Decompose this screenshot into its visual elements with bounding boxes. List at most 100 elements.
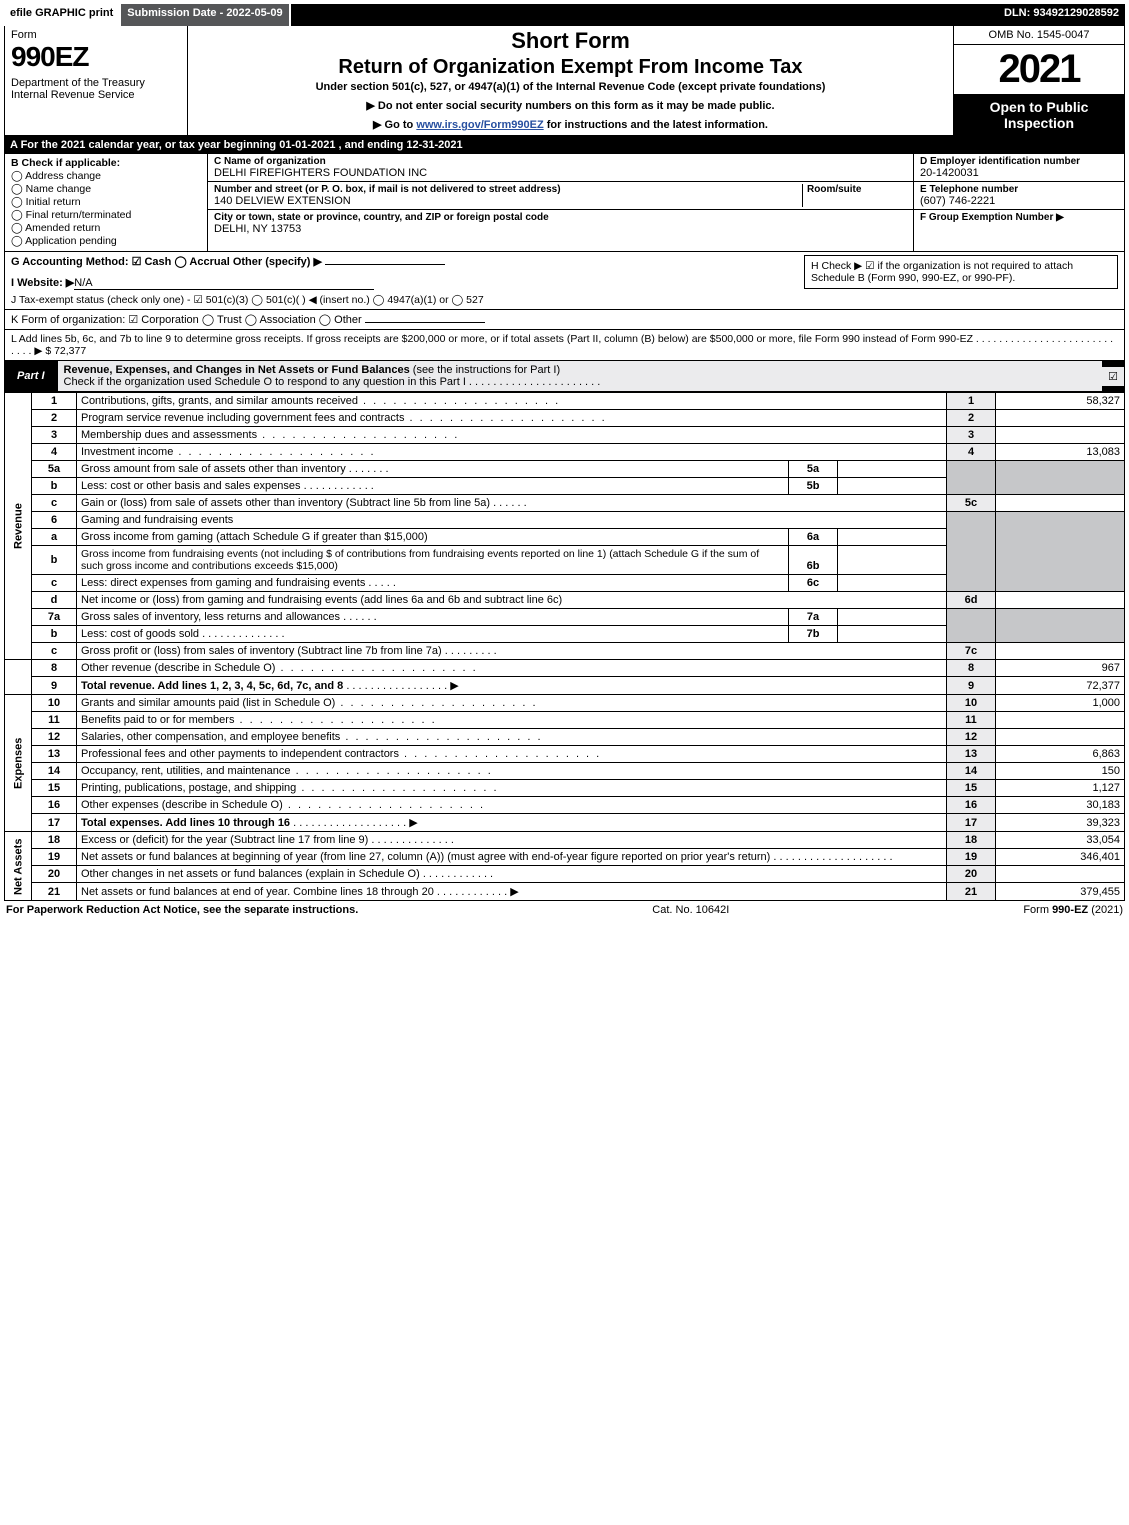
footer-right: Form 990-EZ (2021) [1023, 904, 1123, 916]
line-9-desc: Total revenue. Add lines 1, 2, 3, 4, 5c,… [77, 677, 947, 695]
row-num: 6 [32, 512, 77, 529]
f-group-lbl: F Group Exemption Number ▶ [920, 212, 1118, 223]
section-c: C Name of organization DELHI FIREFIGHTER… [208, 154, 913, 251]
shade-cell [947, 512, 996, 592]
chk-initial-return[interactable]: ◯ Initial return [11, 196, 201, 208]
open-inspection: Open to Public Inspection [954, 94, 1124, 135]
line-15-ref: 15 [947, 780, 996, 797]
revenue-sidebar-ext [5, 660, 32, 695]
org-city: DELHI, NY 13753 [214, 223, 907, 235]
row-num: 3 [32, 427, 77, 444]
row-num: b [32, 546, 77, 575]
line-6d-desc: Net income or (loss) from gaming and fun… [77, 592, 947, 609]
footer-form-pre: Form [1023, 904, 1052, 916]
part-1-title-sub: (see the instructions for Part I) [410, 364, 560, 376]
line-12-amt [996, 729, 1125, 746]
website-lbl: I Website: ▶ [11, 277, 74, 289]
line-7c-desc: Gross profit or (loss) from sales of inv… [77, 643, 947, 660]
line-19-desc: Net assets or fund balances at beginning… [77, 849, 947, 866]
line-2-desc: Program service revenue including govern… [77, 410, 947, 427]
org-address: 140 DELVIEW EXTENSION [214, 195, 802, 207]
line-11-amt [996, 712, 1125, 729]
line-18-desc: Excess or (deficit) for the year (Subtra… [77, 832, 947, 849]
line-20-amt [996, 866, 1125, 883]
other-specify-line[interactable] [325, 264, 445, 265]
chk-amended-return[interactable]: ◯ Amended return [11, 222, 201, 234]
chk-address-change[interactable]: ◯ Address change [11, 170, 201, 182]
header-mid-col: Short Form Return of Organization Exempt… [188, 26, 954, 135]
row-num: 10 [32, 695, 77, 712]
line-7b-desc: Less: cost of goods sold . . . . . . . .… [77, 626, 789, 643]
line-h: H Check ▶ ☑ if the organization is not r… [804, 255, 1118, 289]
shade-cell [996, 609, 1125, 643]
short-form-title: Short Form [196, 28, 945, 54]
ssn-warning: ▶ Do not enter social security numbers o… [196, 99, 945, 112]
line-k: K Form of organization: ☑ Corporation ◯ … [4, 310, 1125, 330]
goto-post: for instructions and the latest informat… [544, 119, 768, 131]
line-6a-desc: Gross income from gaming (attach Schedul… [77, 529, 789, 546]
line-6b-sub: 6b [789, 546, 838, 575]
efile-label[interactable]: efile GRAPHIC print [4, 4, 121, 26]
row-num: 8 [32, 660, 77, 677]
line-3-ref: 3 [947, 427, 996, 444]
line-7a-sub: 7a [789, 609, 838, 626]
line-21-desc: Net assets or fund balances at end of ye… [77, 883, 947, 901]
line-16-desc: Other expenses (describe in Schedule O) [77, 797, 947, 814]
line-6d-ref: 6d [947, 592, 996, 609]
line-8-amt: 967 [996, 660, 1125, 677]
chk-name-change[interactable]: ◯ Name change [11, 183, 201, 195]
shade-cell [996, 512, 1125, 592]
row-num: b [32, 478, 77, 495]
header-right-col: OMB No. 1545-0047 2021 Open to Public In… [954, 26, 1124, 135]
line-5c-desc: Gain or (loss) from sale of assets other… [77, 495, 947, 512]
line-l: L Add lines 5b, 6c, and 7b to line 9 to … [4, 330, 1125, 361]
line-18-ref: 18 [947, 832, 996, 849]
row-num: c [32, 495, 77, 512]
tax-year: 2021 [954, 45, 1124, 94]
line-9-amt: 72,377 [996, 677, 1125, 695]
c-name-row: C Name of organization DELHI FIREFIGHTER… [208, 154, 913, 182]
line-21-amt: 379,455 [996, 883, 1125, 901]
line-14-amt: 150 [996, 763, 1125, 780]
top-bar: efile GRAPHIC print Submission Date - 20… [4, 4, 1125, 26]
chk-application-pending[interactable]: ◯ Application pending [11, 235, 201, 247]
line-2-ref: 2 [947, 410, 996, 427]
row-num: 4 [32, 444, 77, 461]
part-1-subline: Check if the organization used Schedule … [64, 376, 601, 388]
line-18-amt: 33,054 [996, 832, 1125, 849]
line-7a-val [838, 609, 947, 626]
footer-form-post: (2021) [1088, 904, 1123, 916]
line-6c-val [838, 575, 947, 592]
line-a: A For the 2021 calendar year, or tax yea… [4, 136, 1125, 154]
ein-value: 20-1420031 [920, 167, 1118, 179]
shade-cell [996, 461, 1125, 495]
line-13-ref: 13 [947, 746, 996, 763]
line-5a-desc: Gross amount from sale of assets other t… [77, 461, 789, 478]
line-15-amt: 1,127 [996, 780, 1125, 797]
form-header: Form 990EZ Department of the Treasury In… [4, 26, 1125, 136]
line-8-ref: 8 [947, 660, 996, 677]
line-6b-desc: Gross income from fundraising events (no… [77, 546, 789, 575]
other-org-line[interactable] [365, 322, 485, 323]
line-12-desc: Salaries, other compensation, and employ… [77, 729, 947, 746]
line-7a-desc: Gross sales of inventory, less returns a… [77, 609, 789, 626]
row-num: 20 [32, 866, 77, 883]
row-num: 2 [32, 410, 77, 427]
subtitle: Under section 501(c), 527, or 4947(a)(1)… [196, 81, 945, 93]
line-7c-amt [996, 643, 1125, 660]
dln-label: DLN: 93492129028592 [998, 4, 1125, 26]
header-left-col: Form 990EZ Department of the Treasury In… [5, 26, 188, 135]
line-6a-val [838, 529, 947, 546]
line-17-desc: Total expenses. Add lines 10 through 16 … [77, 814, 947, 832]
room-suite-lbl: Room/suite [807, 184, 907, 195]
chk-final-return[interactable]: ◯ Final return/terminated [11, 209, 201, 221]
line-j: J Tax-exempt status (check only one) - ☑… [11, 294, 804, 306]
line-g-text: G Accounting Method: ☑ Cash ◯ Accrual Ot… [11, 256, 322, 268]
e-tel-row: E Telephone number (607) 746-2221 [914, 182, 1124, 210]
line-9-ref: 9 [947, 677, 996, 695]
part-1-checkbox[interactable]: ☑ [1102, 367, 1124, 386]
line-6b-val [838, 546, 947, 575]
line-4-ref: 4 [947, 444, 996, 461]
irs-link[interactable]: www.irs.gov/Form990EZ [416, 119, 543, 131]
part-1-header: Part I Revenue, Expenses, and Changes in… [4, 361, 1125, 392]
